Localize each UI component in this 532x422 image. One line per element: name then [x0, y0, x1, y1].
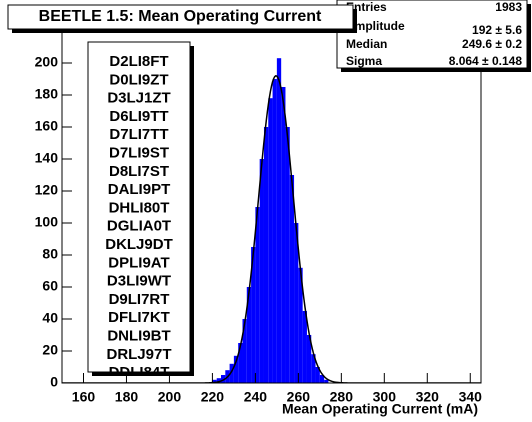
x-tick-label: 180 — [115, 389, 139, 405]
label: DPLI9AT — [108, 254, 169, 271]
label: D7LI7TT — [109, 126, 168, 143]
label: D7LI9ST — [109, 144, 169, 161]
x-tick-label: 200 — [158, 389, 182, 405]
y-tick-label: 80 — [42, 246, 58, 262]
y-tick-label: 0 — [50, 374, 58, 390]
label: DFLI7KT — [108, 309, 170, 326]
label: D0LI9ZT — [109, 71, 168, 88]
y-tick-label: 60 — [42, 278, 58, 294]
label: DNLI9BT — [107, 327, 170, 344]
bar — [311, 354, 316, 383]
bar — [324, 379, 329, 383]
label: D2LI8FT — [109, 53, 168, 70]
bar — [306, 335, 312, 383]
x-tick-label: 220 — [201, 389, 225, 405]
x-axis-label: Mean Operating Current (mA) — [282, 401, 478, 417]
label: D9LI7RT — [109, 291, 170, 308]
bar — [289, 175, 295, 383]
label: D3LJ1ZT — [107, 90, 170, 107]
bar — [255, 207, 260, 383]
bar — [233, 355, 239, 383]
bar — [263, 127, 269, 383]
y-tick-label: 140 — [35, 150, 59, 166]
label: DDLI84T — [109, 364, 170, 381]
fit-curve — [62, 75, 481, 383]
x-tick-label: 320 — [416, 389, 440, 405]
bar — [251, 247, 256, 383]
x-tick-label: 340 — [459, 389, 483, 405]
bar — [285, 127, 290, 383]
stat-value: 8.064 ± 0.148 — [449, 54, 523, 68]
bar — [259, 159, 264, 383]
bar — [221, 375, 226, 383]
bar — [229, 363, 234, 383]
label: DALI9PT — [108, 181, 171, 198]
bar — [281, 87, 286, 383]
y-tick-label: 20 — [42, 342, 58, 358]
label: DRLJ97T — [106, 346, 171, 363]
stat-value: 249.6 ± 0.2 — [462, 37, 522, 51]
label: D8LI7ST — [109, 163, 169, 180]
label: D3LI9WT — [107, 273, 171, 290]
label: DGLIA0T — [107, 218, 171, 235]
box — [87, 41, 191, 373]
chart-title: BEETLE 1.5: Mean Operating Current — [39, 8, 322, 25]
x-tick-label: 160 — [72, 389, 96, 405]
y-tick-label: 180 — [35, 86, 59, 102]
bar — [294, 223, 299, 383]
stat-value: 192 ± 5.6 — [472, 23, 522, 37]
bar — [216, 378, 222, 383]
stat-name: Amplitude — [346, 19, 405, 33]
bar — [268, 98, 273, 383]
y-tick-label: 40 — [42, 310, 58, 326]
x-tick-label: 240 — [244, 389, 268, 405]
x-tick-label: 280 — [330, 389, 354, 405]
y-tick-label: 120 — [35, 182, 59, 198]
title-box — [7, 4, 354, 30]
bar — [272, 79, 277, 383]
y-tick-label: 200 — [35, 54, 59, 70]
stat-value: 1983 — [495, 0, 522, 14]
bar — [315, 367, 320, 383]
x-tick-label: 260 — [287, 389, 311, 405]
x-tick-label: 300 — [373, 389, 397, 405]
bar — [238, 343, 243, 383]
bar — [302, 311, 307, 383]
bar — [242, 319, 247, 383]
bar — [276, 58, 282, 383]
bar — [212, 379, 217, 383]
label: D6LI9TT — [109, 108, 168, 125]
stat-name: Median — [346, 37, 387, 51]
bar — [246, 287, 252, 383]
plot-area — [62, 58, 481, 383]
label: DKLJ9DT — [105, 236, 173, 253]
label: DHLI80T — [109, 199, 170, 216]
y-tick-label: 160 — [35, 118, 59, 134]
bars — [62, 58, 481, 383]
bar — [298, 267, 303, 383]
box — [336, 0, 528, 69]
bar — [319, 375, 325, 383]
y-tick-label: 100 — [35, 214, 59, 230]
stat-name: Sigma — [346, 54, 382, 68]
